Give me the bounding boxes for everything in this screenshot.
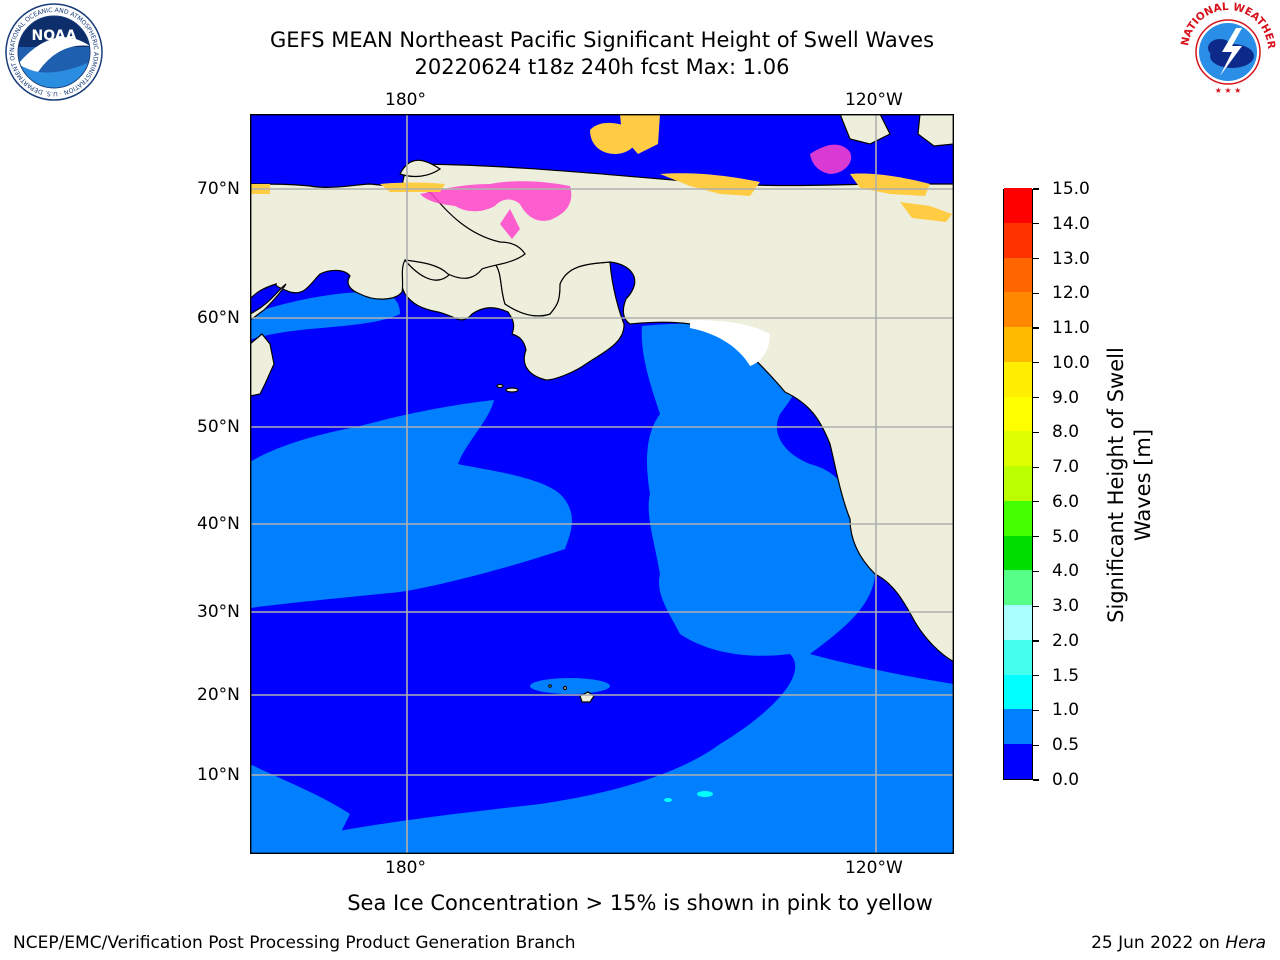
map-frame [250,114,954,854]
land [250,114,954,703]
colorbar-tick [1033,292,1039,294]
noaa-logo-text: NOAA [32,28,77,44]
colorbar-tick [1033,466,1039,468]
chart-subtitle: 20220624 t18z 240h fcst Max: 1.06 [414,55,790,79]
colorbar-tick-label: 7.0 [1052,457,1080,478]
colorbar-tick-label: 3.0 [1052,596,1080,617]
lat-label-50n: 50°N [197,417,240,437]
colorbar-tick [1033,257,1039,260]
colorbar-title: Significant Height of Swell Waves [m] [1104,347,1155,623]
lat-label-30n: 30°N [197,602,240,622]
colorbar-tick [1033,362,1039,364]
colorbar-segment [1004,187,1032,223]
footer-date: 25 Jun 2022 on Hera [1091,933,1266,953]
colorbar-tick [1033,570,1039,572]
colorbar-tick-label: 1.0 [1052,700,1080,721]
footer-host: Hera [1225,933,1266,953]
footer-date-text: 25 Jun 2022 on [1091,933,1226,953]
colorbar-tick-label: 2.0 [1052,630,1080,651]
sea-ice-note: Sea Ice Concentration > 15% is shown in … [0,890,1280,917]
swell-band-0.5-1.0 [250,291,954,854]
map-panel [250,114,954,854]
colorbar-tick-label: 9.0 [1052,387,1080,408]
colorbar-tick [1033,501,1039,503]
colorbar-tick-label: 11.0 [1052,318,1090,339]
lat-label-10n: 10°N [197,765,240,785]
noaa-logo: NATIONAL OCEANIC AND ATMOSPHERIC ADMINIS… [4,2,103,101]
lon-label-top-180: 180° [385,90,426,110]
colorbar-segment [1004,361,1032,397]
sea-ice-note-text: Sea Ice Concentration > 15% is shown in … [347,891,933,915]
lat-label-40n: 40°N [197,514,240,534]
colorbar-segment [1004,569,1032,606]
footer-branch: NCEP/EMC/Verification Post Processing Pr… [13,933,576,953]
colorbar-tick-label: 15.0 [1052,179,1090,199]
colorbar-segment [1004,465,1032,501]
colorbar-tick [1033,431,1039,433]
lon-label-bottom-180: 180° [385,858,426,878]
colorbar-segment [1004,639,1032,675]
colorbar-tick [1033,536,1039,538]
lon-label-bottom-120w: 120°W [845,858,903,878]
colorbar-tick-label: 0.5 [1052,735,1080,756]
svg-text:★ ★ ★: ★ ★ ★ [1215,86,1242,95]
lat-label-20n: 20°N [197,685,240,705]
swell-band-1.0-1.5 [664,791,713,802]
sea-ice [250,114,952,239]
colorbar-segment [1004,604,1032,640]
chart-title: GEFS MEAN Northeast Pacific Significant … [269,28,935,52]
lon-label-top-120w: 120°W [845,90,903,110]
colorbar-tick-label: 12.0 [1052,283,1090,304]
colorbar-tick [1033,709,1039,712]
colorbar-tick [1033,744,1039,746]
colorbar-segment [1004,743,1032,779]
nws-logo: NATIONAL WEATHER SERVICE ★ ★ ★ [1176,0,1277,97]
colorbar-tick-label: 8.0 [1052,422,1080,443]
colorbar-tick [1033,605,1039,607]
colorbar-tick [1033,640,1039,642]
colorbar-tick-label: 5.0 [1052,526,1080,547]
colorbar-tick [1033,327,1039,329]
colorbar-segment [1004,674,1032,710]
colorbar [1003,187,1033,780]
graticule [250,114,954,854]
colorbar-segment [1004,257,1032,293]
colorbar-segment [1004,326,1032,362]
colorbar-tick-label: 6.0 [1052,491,1080,512]
colorbar-segment [1004,535,1032,571]
colorbar-tick-label: 10.0 [1052,352,1090,373]
colorbar-tick-label: 13.0 [1052,248,1090,269]
colorbar-segment [1004,396,1032,432]
colorbar-tick-label: 4.0 [1052,561,1080,582]
colorbar-segment [1004,709,1032,745]
colorbar-tick [1033,396,1039,399]
lat-label-70n: 70°N [197,179,240,199]
colorbar-segment [1004,291,1032,328]
colorbar-tick-label: 14.0 [1052,213,1090,234]
colorbar-tick [1033,779,1039,781]
colorbar-segment [1004,222,1032,258]
colorbar-segment [1004,430,1032,467]
colorbar-tick-label: 1.5 [1052,665,1080,686]
colorbar-tick-label: 0.0 [1052,770,1080,790]
colorbar-tick [1033,188,1039,190]
colorbar-tick [1033,223,1039,225]
colorbar-tick [1033,675,1039,677]
colorbar-segment [1004,500,1032,536]
lat-label-60n: 60°N [197,308,240,328]
